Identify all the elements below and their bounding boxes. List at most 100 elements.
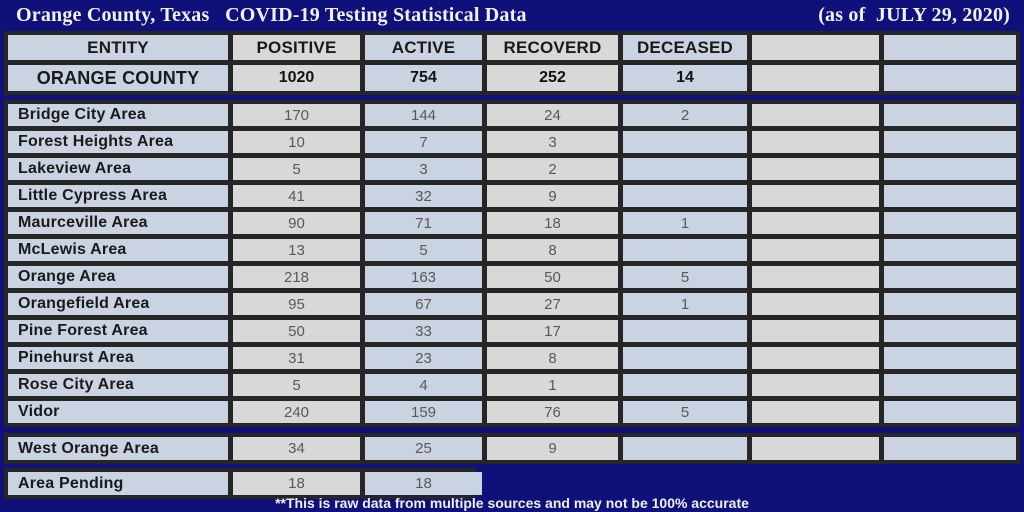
value-cell <box>752 185 879 207</box>
as-of-date: (as of JULY 29, 2020) <box>818 4 1010 26</box>
value-cell <box>884 293 1016 315</box>
entity-cell: Maurceville Area <box>8 212 228 234</box>
value-cell <box>623 374 747 396</box>
value-cell: 13 <box>233 239 360 261</box>
value-cell <box>884 131 1016 153</box>
value-cell <box>752 239 879 261</box>
value-cell <box>623 158 747 180</box>
value-cell: 1 <box>487 374 618 396</box>
value-cell: 8 <box>487 239 618 261</box>
value-cell <box>752 347 879 369</box>
value-cell <box>884 437 1016 460</box>
value-cell: 5 <box>623 266 747 288</box>
entity-cell: Forest Heights Area <box>8 131 228 153</box>
value-cell: 24 <box>487 104 618 126</box>
value-cell: 25 <box>365 437 482 460</box>
value-cell: 754 <box>365 65 482 91</box>
value-cell <box>884 212 1016 234</box>
entity-cell: Area Pending <box>8 472 228 495</box>
entity-cell: Rose City Area <box>8 374 228 396</box>
value-cell: 7 <box>365 131 482 153</box>
value-cell: 23 <box>365 347 482 369</box>
table-header-section: ENTITY POSITIVE ACTIVE RECOVERD DECEASED ORAN… <box>4 31 1020 95</box>
value-cell: 90 <box>233 212 360 234</box>
value-cell <box>884 239 1016 261</box>
value-cell <box>752 320 879 342</box>
page-title: Orange County, Texas COVID-19 Testing St… <box>16 4 527 26</box>
value-cell: 170 <box>233 104 360 126</box>
value-cell <box>884 320 1016 342</box>
value-cell <box>752 266 879 288</box>
value-cell <box>752 401 879 423</box>
value-cell: 240 <box>233 401 360 423</box>
value-cell <box>884 374 1016 396</box>
value-cell <box>884 401 1016 423</box>
value-cell: 32 <box>365 185 482 207</box>
value-cell: 10 <box>233 131 360 153</box>
entity-cell: West Orange Area <box>8 437 228 460</box>
value-cell: 9 <box>487 185 618 207</box>
value-cell: 95 <box>233 293 360 315</box>
entity-cell: Little Cypress Area <box>8 185 228 207</box>
value-cell <box>752 158 879 180</box>
value-cell: 41 <box>233 185 360 207</box>
value-cell: 144 <box>365 104 482 126</box>
value-cell: 33 <box>365 320 482 342</box>
value-cell <box>884 266 1016 288</box>
value-cell: 31 <box>233 347 360 369</box>
value-cell <box>884 185 1016 207</box>
value-cell: 27 <box>487 293 618 315</box>
value-cell <box>884 158 1016 180</box>
value-cell <box>623 437 747 460</box>
entity-cell: Orangefield Area <box>8 293 228 315</box>
value-cell: 163 <box>365 266 482 288</box>
table-area-pending-section: Area Pending 18 18 <box>4 468 482 499</box>
entity-cell: Orange Area <box>8 266 228 288</box>
value-cell: 50 <box>487 266 618 288</box>
value-cell: 159 <box>365 401 482 423</box>
value-cell <box>623 131 747 153</box>
value-cell <box>752 437 879 460</box>
value-cell: 3 <box>365 158 482 180</box>
header-cell: RECOVERD <box>487 35 618 60</box>
value-cell: 5 <box>365 239 482 261</box>
value-cell <box>623 347 747 369</box>
entity-cell: McLewis Area <box>8 239 228 261</box>
value-cell: 76 <box>487 401 618 423</box>
entity-cell: Bridge City Area <box>8 104 228 126</box>
value-cell: 9 <box>487 437 618 460</box>
entity-cell: ORANGE COUNTY <box>8 65 228 91</box>
entity-cell: Pine Forest Area <box>8 320 228 342</box>
table-body-section: Bridge City Area 170 144 24 2 Forest Heights … <box>4 100 1020 427</box>
value-cell: 218 <box>233 266 360 288</box>
header-cell: ENTITY <box>8 35 228 60</box>
value-cell: 4 <box>365 374 482 396</box>
value-cell <box>752 293 879 315</box>
value-cell: 14 <box>623 65 747 91</box>
value-cell <box>752 65 879 91</box>
header-cell <box>752 35 879 60</box>
value-cell: 5 <box>623 401 747 423</box>
value-cell: 3 <box>487 131 618 153</box>
value-cell <box>623 239 747 261</box>
value-cell <box>623 185 747 207</box>
value-cell: 5 <box>233 374 360 396</box>
value-cell <box>752 212 879 234</box>
value-cell <box>884 347 1016 369</box>
header-cell <box>884 35 1016 60</box>
value-cell: 2 <box>623 104 747 126</box>
header-cell: POSITIVE <box>233 35 360 60</box>
entity-cell: Pinehurst Area <box>8 347 228 369</box>
value-cell: 18 <box>233 472 360 495</box>
value-cell <box>884 65 1016 91</box>
value-cell: 1 <box>623 212 747 234</box>
value-cell: 34 <box>233 437 360 460</box>
value-cell <box>623 320 747 342</box>
value-cell: 1020 <box>233 65 360 91</box>
value-cell <box>884 104 1016 126</box>
entity-cell: Vidor <box>8 401 228 423</box>
value-cell: 2 <box>487 158 618 180</box>
value-cell: 18 <box>487 212 618 234</box>
value-cell: 8 <box>487 347 618 369</box>
value-cell: 5 <box>233 158 360 180</box>
